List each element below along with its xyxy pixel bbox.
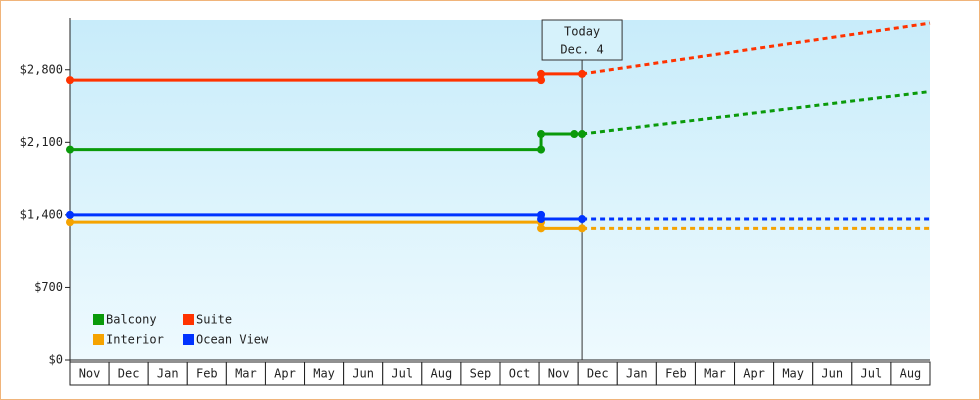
x-tick-label: Apr bbox=[274, 367, 296, 381]
y-tick-label: $2,800 bbox=[20, 62, 63, 76]
today-label: Dec. 4 bbox=[560, 43, 603, 57]
today-box bbox=[541, 19, 623, 61]
x-tick-label: May bbox=[313, 367, 335, 381]
forecast-line bbox=[581, 21, 931, 76]
legend-label: Ocean View bbox=[196, 333, 269, 347]
point bbox=[537, 130, 546, 139]
point bbox=[578, 130, 587, 139]
legend-label: Interior bbox=[106, 333, 164, 347]
x-tick-label: Dec bbox=[118, 367, 140, 381]
x-tick-label: Oct bbox=[509, 367, 531, 381]
point bbox=[578, 215, 587, 224]
legend-label: Suite bbox=[196, 313, 232, 327]
legend-swatch bbox=[93, 314, 104, 325]
x-tick-label: Apr bbox=[743, 367, 765, 381]
x-tick-label: Jan bbox=[157, 367, 179, 381]
point bbox=[66, 210, 74, 219]
x-tick-label: Jan bbox=[626, 367, 648, 381]
forecast-line bbox=[581, 90, 931, 136]
x-category-box bbox=[890, 361, 931, 386]
x-tick-label: Nov bbox=[548, 367, 570, 381]
point bbox=[578, 224, 587, 233]
point bbox=[537, 224, 546, 233]
x-tick-label: Aug bbox=[431, 367, 453, 381]
point bbox=[537, 215, 546, 224]
legend-swatch bbox=[183, 334, 194, 345]
point bbox=[66, 145, 74, 154]
x-tick-label: May bbox=[782, 367, 804, 381]
x-tick-label: Jul bbox=[391, 367, 413, 381]
point bbox=[570, 130, 579, 139]
point bbox=[66, 218, 74, 227]
point bbox=[66, 76, 74, 85]
point bbox=[578, 69, 587, 78]
x-tick-label: Mar bbox=[235, 367, 257, 381]
point bbox=[537, 76, 546, 85]
legend-swatch bbox=[93, 334, 104, 345]
x-tick-label: Jun bbox=[352, 367, 374, 381]
point bbox=[537, 69, 546, 78]
x-tick-label: Jul bbox=[861, 367, 883, 381]
x-tick-label: Nov bbox=[79, 367, 101, 381]
today-label: Today bbox=[564, 25, 600, 39]
x-tick-label: Sep bbox=[470, 367, 492, 381]
x-tick-label: Feb bbox=[665, 367, 687, 381]
x-tick-label: Dec bbox=[587, 367, 609, 381]
x-tick-label: Feb bbox=[196, 367, 218, 381]
x-tick-label: Aug bbox=[900, 367, 922, 381]
y-tick-label: $1,400 bbox=[20, 207, 63, 221]
x-tick-label: Mar bbox=[704, 367, 726, 381]
point bbox=[537, 145, 546, 154]
legend-label: Balcony bbox=[106, 313, 157, 327]
y-tick-label: $700 bbox=[34, 280, 63, 294]
x-tick-label: Jun bbox=[821, 367, 843, 381]
y-tick-label: $2,100 bbox=[20, 135, 63, 149]
legend-swatch bbox=[183, 314, 194, 325]
plot-area bbox=[70, 20, 930, 360]
y-tick-label: $0 bbox=[49, 353, 63, 367]
